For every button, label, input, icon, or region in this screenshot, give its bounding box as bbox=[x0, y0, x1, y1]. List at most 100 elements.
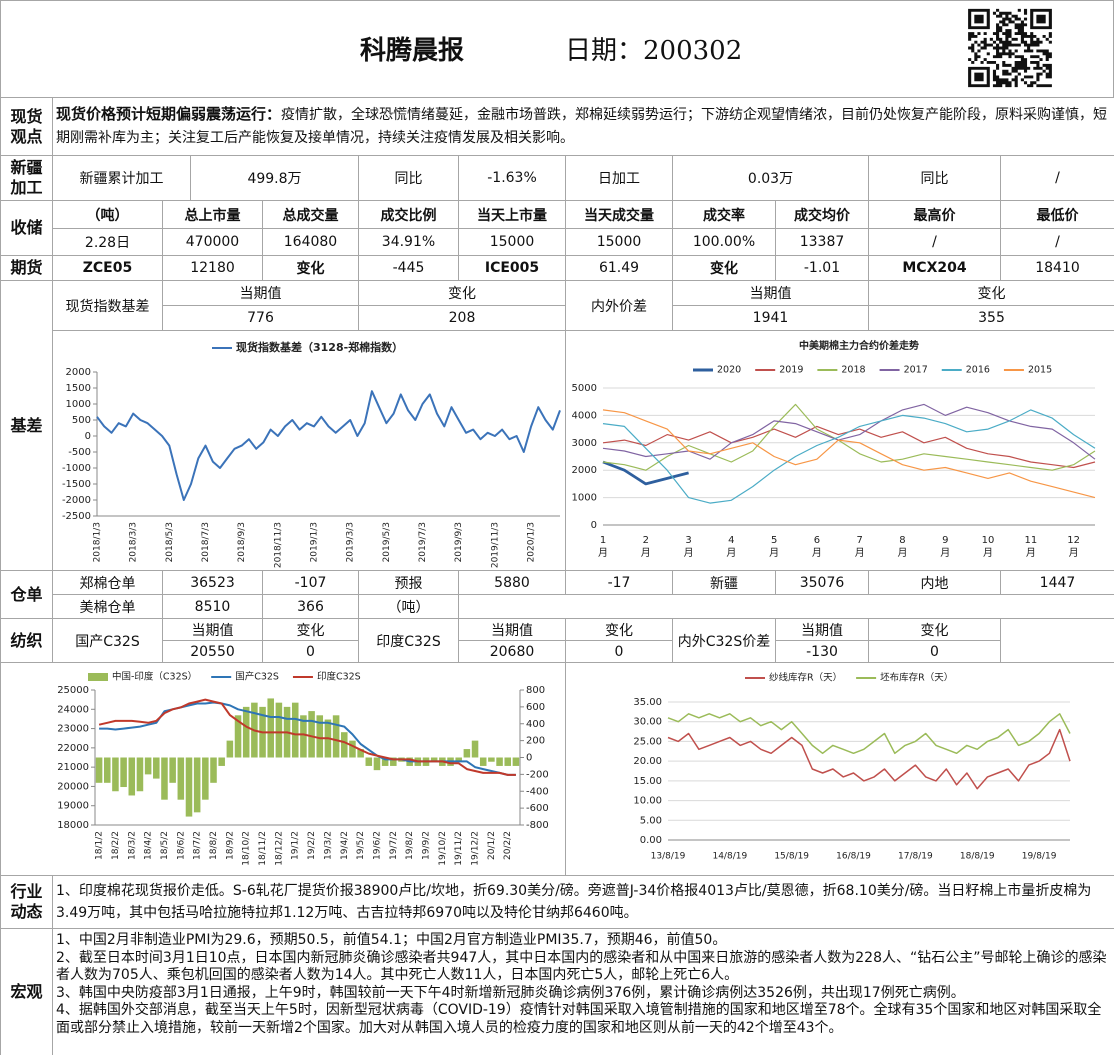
table-cell: 变化 bbox=[868, 618, 1001, 641]
bar bbox=[373, 757, 381, 771]
x-tick-label: 20/1/2 bbox=[487, 831, 497, 860]
spot-view-body: 疫情扩散，全球恐慌情绪蔓延，金融市场普跌，郑棉延续弱势运行；下游纺企观望情绪浓，… bbox=[56, 107, 1108, 146]
table-cell: 0 bbox=[565, 640, 673, 663]
qr-modules bbox=[968, 8, 1052, 88]
paragraph: 2、截至日本时间3月1日10点，日本国内新冠肺炎确诊感染者共947人，其中日本国… bbox=[56, 949, 1107, 984]
section-label: 行业动态 bbox=[10, 882, 43, 921]
bar bbox=[242, 706, 250, 758]
x-tick-label: 19/8/2 bbox=[405, 831, 415, 860]
bar bbox=[504, 757, 512, 766]
table-cell: 当期值 bbox=[775, 618, 869, 641]
table-cell: 776 bbox=[162, 305, 359, 331]
bar bbox=[226, 740, 234, 758]
table-cell: 国产C32S bbox=[52, 618, 163, 663]
table-cell: 变化 bbox=[358, 280, 566, 306]
table-cell: / bbox=[1000, 228, 1114, 256]
table-cell: 变化 bbox=[262, 255, 359, 281]
table-cell: 366 bbox=[262, 594, 359, 619]
table-cell: 13387 bbox=[775, 228, 869, 256]
bar bbox=[291, 702, 299, 758]
table-cell: 当天上市量 bbox=[458, 200, 566, 229]
y-tick-label: 5.00 bbox=[640, 815, 662, 826]
table-cell: 35076 bbox=[775, 570, 869, 595]
x-tick-label: 19/9/2 bbox=[422, 831, 432, 860]
y-tick-label: -500 bbox=[68, 447, 91, 458]
section-label: 仓单 bbox=[10, 584, 43, 604]
x-tick-label: 18/9/2 bbox=[225, 831, 235, 860]
bar bbox=[95, 757, 103, 783]
table-cell: 期货 bbox=[0, 255, 53, 281]
x-tick-label: 18/11/2 bbox=[258, 831, 268, 866]
table-cell: 1941 bbox=[672, 305, 869, 331]
section-label: 纺织 bbox=[10, 630, 43, 650]
y-tick-label: 2000 bbox=[572, 465, 597, 476]
table-cell: 同比 bbox=[868, 155, 1001, 201]
x-tick-label: 18/5/2 bbox=[160, 831, 170, 860]
x-tick-label: 18/6/2 bbox=[176, 831, 186, 860]
x-tick-label: 2019/1/3 bbox=[310, 522, 320, 562]
series-line bbox=[667, 728, 1071, 790]
table-cell: 美棉仓单 bbox=[52, 594, 163, 619]
table-cell: -1.01 bbox=[775, 255, 869, 281]
x-tick-label: 18/7/2 bbox=[193, 831, 203, 860]
y-tick-label: 1000 bbox=[572, 493, 597, 504]
table-cell: 36523 bbox=[162, 570, 263, 595]
y-tick-label: 23000 bbox=[57, 724, 89, 735]
bar bbox=[169, 757, 176, 783]
section-label: 新疆加工 bbox=[10, 158, 43, 197]
table-cell: 变化 bbox=[262, 618, 359, 641]
table-cell: 总上市量 bbox=[162, 200, 263, 229]
table-cell: 日加工 bbox=[565, 155, 673, 201]
bar bbox=[144, 757, 152, 775]
bar bbox=[193, 757, 201, 813]
paragraph: 4、据韩国外交部消息，截至当天上午5时，因新型冠状病毒（COVID-19）疫情针… bbox=[56, 1002, 1102, 1036]
cell-frame bbox=[52, 928, 1114, 1055]
y-tick-label: 22000 bbox=[57, 743, 89, 754]
table-cell: 5880 bbox=[458, 570, 566, 595]
industry-text: 1、印度棉花现货报价走低。S-6轧花厂提货价报38900卢比/坎地，折69.30… bbox=[56, 880, 1108, 924]
spread-chart: 0 1000 2000 3000 4000 5000 中美期棉主力合约价差走势 1 月 2 月 3 月 4… bbox=[572, 339, 1096, 559]
legend-label: 2019 bbox=[779, 365, 803, 376]
table-cell: MCX204 bbox=[868, 255, 1001, 281]
y-tick-label: 2000 bbox=[66, 367, 91, 378]
x-tick-label: 2018/3/3 bbox=[129, 522, 139, 562]
cell-frame bbox=[458, 594, 1114, 619]
table-cell: 同比 bbox=[358, 155, 459, 201]
spot-view-lead: 现货价格预计短期偏弱震荡运行： bbox=[56, 105, 282, 123]
cell-frame bbox=[0, 662, 566, 876]
bar bbox=[275, 702, 283, 758]
bar bbox=[341, 732, 348, 758]
bar bbox=[471, 740, 479, 758]
table-cell: 成交比例 bbox=[358, 200, 459, 229]
series-line bbox=[602, 403, 1096, 460]
section-label: 期货 bbox=[10, 258, 43, 277]
table-cell: 20680 bbox=[458, 640, 566, 663]
y-tick-label: 1000 bbox=[66, 399, 91, 410]
y-tick-label: -1000 bbox=[62, 463, 91, 474]
report-date: 日期：200302 bbox=[565, 36, 743, 66]
bar bbox=[512, 757, 520, 766]
table-cell: 499.8万 bbox=[190, 155, 359, 201]
bar bbox=[210, 757, 217, 783]
y-tick-label: 1500 bbox=[66, 383, 91, 394]
table-cell: 总成交量 bbox=[262, 200, 359, 229]
bar bbox=[103, 757, 111, 783]
y-tick-label: -1500 bbox=[62, 479, 91, 490]
legend-label: 国产C32S bbox=[235, 671, 279, 683]
table-cell: 郑棉仓单 bbox=[52, 570, 163, 595]
table-cell: / bbox=[868, 228, 1001, 256]
table-cell: 内外C32S价差 bbox=[672, 618, 776, 663]
x-tick-label: 2018/5/3 bbox=[165, 522, 175, 562]
x-tick-label: 18/8/19 bbox=[960, 852, 995, 862]
x-tick-label: 2019/11/3 bbox=[490, 522, 500, 568]
x-tick-label: 19/5/2 bbox=[356, 831, 366, 860]
table-cell: 208 bbox=[358, 305, 566, 331]
table-cell: 1447 bbox=[1000, 570, 1114, 595]
table-cell: 当天成交量 bbox=[565, 200, 673, 229]
table-cell: 变化 bbox=[868, 280, 1114, 306]
y-tick-label: 19000 bbox=[57, 801, 89, 812]
table-cell: 新疆累计加工 bbox=[52, 155, 191, 201]
qr-code bbox=[965, 6, 1055, 90]
